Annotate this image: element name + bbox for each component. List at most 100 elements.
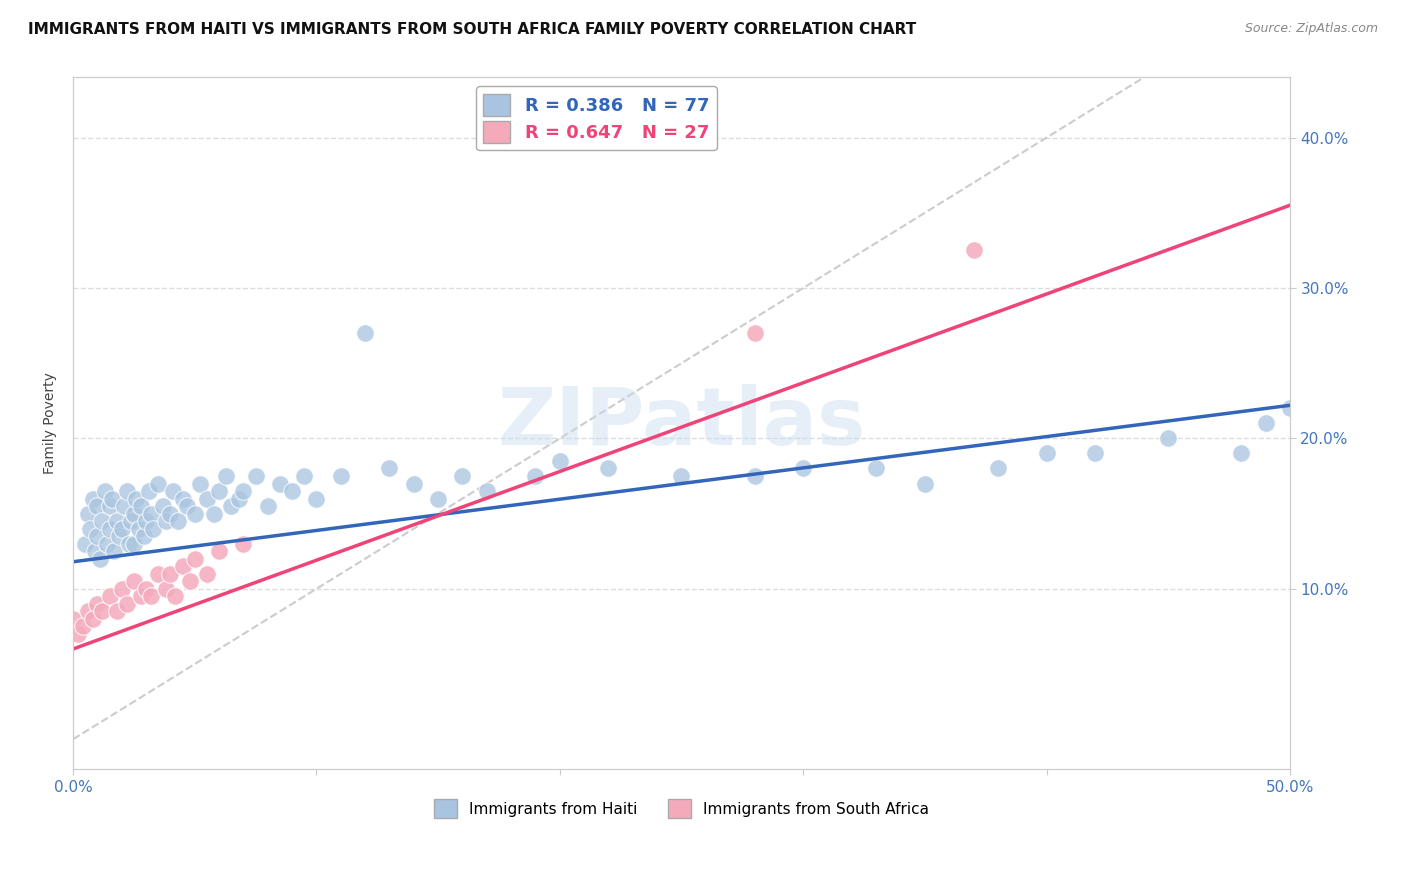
Point [105,514,128,528]
Point [1278,401,1301,416]
Point [188,476,211,491]
Point [162,484,184,499]
Point [184,551,207,566]
Point [202,507,225,521]
Point [292,469,315,483]
Point [121,514,143,528]
Point [91,604,114,618]
Point [155,582,177,596]
Point [256,499,278,513]
Point [329,469,352,483]
Point [184,507,207,521]
Point [987,461,1010,475]
Point [135,514,157,528]
Point [671,469,693,483]
Point [86,597,108,611]
Point [165,590,187,604]
Point [451,469,474,483]
Point [475,484,498,499]
Point [1254,417,1277,431]
Point [86,529,108,543]
Point [159,566,181,581]
Y-axis label: Family Poverty: Family Poverty [44,373,58,475]
Point [598,461,620,475]
Point [148,566,170,581]
Point [122,537,145,551]
Point [128,522,150,536]
Point [135,582,157,596]
Point [402,476,425,491]
Point [82,612,104,626]
Point [139,590,162,604]
Point [76,604,98,618]
Point [105,604,128,618]
Point [228,491,250,506]
Point [305,491,328,506]
Point [66,627,89,641]
Point [98,590,121,604]
Point [103,544,125,558]
Point [112,499,135,513]
Point [118,537,141,551]
Point [1084,446,1107,460]
Point [281,484,304,499]
Point [129,590,152,604]
Legend: Immigrants from Haiti, Immigrants from South Africa: Immigrants from Haiti, Immigrants from S… [427,793,935,824]
Point [108,529,131,543]
Point [122,574,145,589]
Point [914,476,936,491]
Point [75,537,97,551]
Point [427,491,450,506]
Point [122,507,145,521]
Point [72,619,94,633]
Point [91,514,114,528]
Point [245,469,267,483]
Point [744,469,766,483]
Point [139,507,162,521]
Point [98,499,121,513]
Point [195,566,218,581]
Point [84,544,107,558]
Point [176,499,198,513]
Text: IMMIGRANTS FROM HAITI VS IMMIGRANTS FROM SOUTH AFRICA FAMILY POVERTY CORRELATION: IMMIGRANTS FROM HAITI VS IMMIGRANTS FROM… [28,22,917,37]
Point [115,484,138,499]
Point [208,544,231,558]
Point [93,484,115,499]
Point [354,326,377,340]
Point [96,537,118,551]
Point [86,499,108,513]
Point [1157,431,1180,445]
Point [155,514,177,528]
Point [89,551,111,566]
Point [98,522,121,536]
Point [115,597,138,611]
Point [172,559,194,574]
Point [195,491,218,506]
Point [132,529,155,543]
Text: Source: ZipAtlas.com: Source: ZipAtlas.com [1244,22,1378,36]
Point [219,499,242,513]
Point [524,469,547,483]
Point [111,582,134,596]
Point [142,522,165,536]
Point [1230,446,1253,460]
Point [159,507,181,521]
Point [232,484,254,499]
Point [865,461,887,475]
Point [148,476,170,491]
Point [125,491,148,506]
Point [232,537,254,551]
Point [215,469,238,483]
Point [62,612,84,626]
Point [744,326,766,340]
Point [166,514,188,528]
Text: ZIPatlas: ZIPatlas [498,384,866,462]
Point [101,491,124,506]
Point [378,461,401,475]
Point [82,491,104,506]
Point [962,244,984,258]
Point [111,522,134,536]
Point [138,484,160,499]
Point [76,507,98,521]
Point [269,476,291,491]
